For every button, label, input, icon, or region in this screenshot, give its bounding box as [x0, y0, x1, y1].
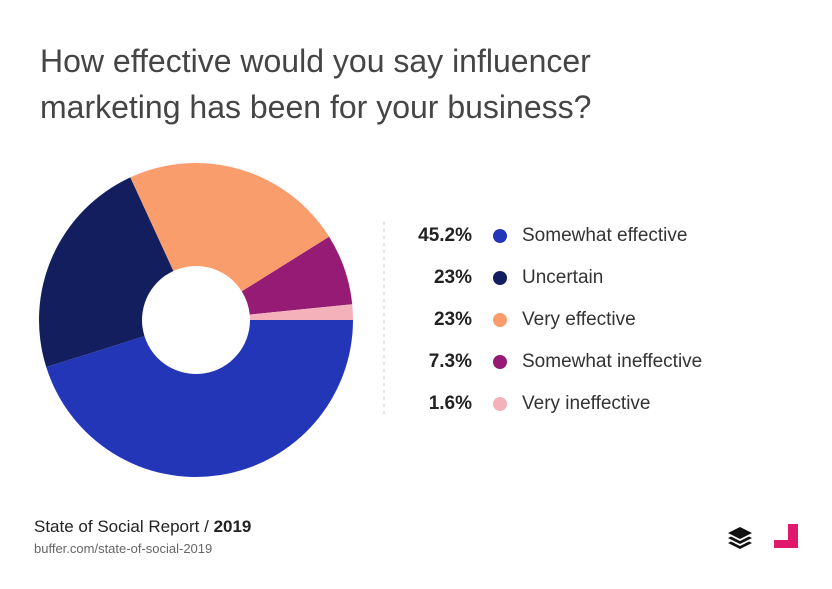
year: 2019	[213, 517, 252, 536]
legend-label: Uncertain	[522, 267, 603, 288]
slice	[249, 304, 353, 320]
legend-label: Very effective	[522, 309, 636, 330]
slice	[39, 177, 174, 368]
buffer-logo	[728, 527, 752, 549]
source: State of Social Report /	[34, 517, 209, 536]
footer-url: buffer.com/state-of-social-2019	[34, 541, 213, 556]
chart-title: How effective would you say influencer m…	[40, 43, 592, 125]
legend-value: 7.3%	[429, 351, 472, 372]
report-logo	[774, 524, 798, 548]
legend-value: 1.6%	[429, 393, 472, 414]
legend-value: 23%	[434, 267, 472, 288]
footer-source: State of Social Report / 2019	[34, 517, 251, 537]
legend-marker	[493, 355, 507, 369]
slice	[130, 163, 330, 292]
legend-label: Somewhat effective	[522, 225, 687, 246]
slice	[46, 320, 354, 477]
legend-marker	[493, 229, 507, 243]
legend-marker	[493, 313, 507, 327]
legend-label: Very ineffective	[522, 393, 651, 414]
legend-value: 45.2%	[418, 225, 472, 246]
legend-marker	[493, 271, 507, 285]
legend-label: Somewhat ineffective	[522, 351, 702, 372]
legend-marker	[493, 397, 507, 411]
slice	[241, 236, 353, 315]
legend-value: 23%	[434, 309, 472, 330]
